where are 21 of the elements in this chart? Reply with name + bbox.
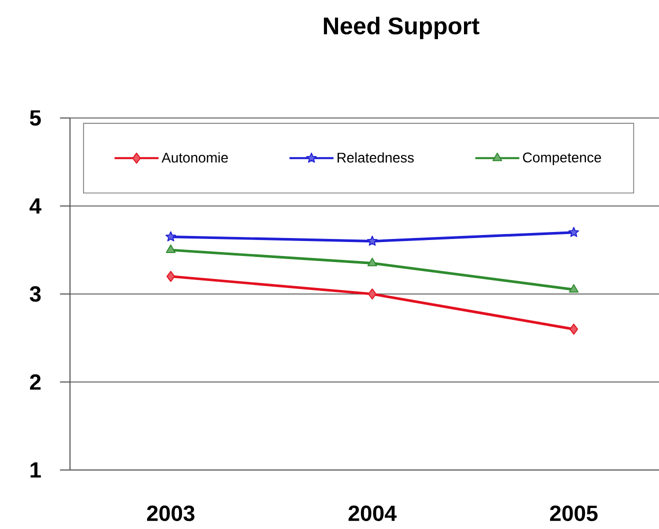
chart-title: Need Support (324, 16, 480, 40)
x-tick-label: 2005 (550, 506, 598, 522)
y-tick-label: 5 (30, 110, 41, 126)
legend-label: Relatedness (338, 152, 414, 163)
y-tick-label: 2 (30, 374, 41, 390)
x-tick-label: 2004 (348, 506, 397, 522)
y-tick-label: 3 (30, 286, 41, 302)
point (570, 324, 578, 335)
legend-label: Autonomie (162, 152, 228, 163)
y-tick-label: 4 (30, 198, 42, 214)
y-tick-label: 1 (30, 462, 41, 478)
point (166, 231, 176, 242)
point (367, 236, 378, 246)
point (367, 258, 378, 266)
point (568, 226, 580, 237)
x-tick-label: 2003 (147, 506, 194, 522)
point (166, 270, 176, 282)
point (368, 288, 377, 300)
point (166, 244, 176, 253)
legend-label: Competence (523, 152, 602, 166)
point (568, 284, 579, 293)
